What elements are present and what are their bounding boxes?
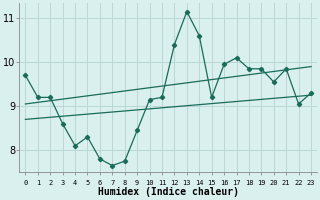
X-axis label: Humidex (Indice chaleur): Humidex (Indice chaleur)	[98, 187, 239, 197]
